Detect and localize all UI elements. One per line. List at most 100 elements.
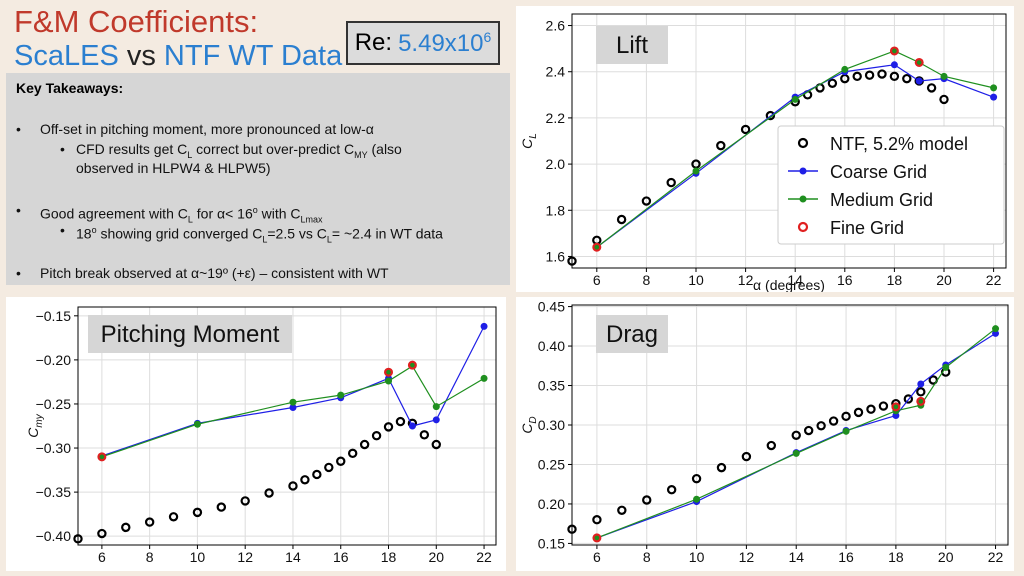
legend-label-coarse-grid: Coarse Grid (830, 162, 927, 182)
fine-grid-point (97, 452, 107, 462)
medium-grid-line (596, 328, 996, 539)
ntf-5-2-model-point (716, 140, 726, 151)
medium-grid-point (480, 374, 488, 382)
x-tick-label: 18 (381, 549, 397, 565)
fine-grid-point (889, 46, 899, 56)
y-tick-label: 0.30 (538, 417, 565, 433)
ntf-label: NTF WT Data (163, 40, 343, 72)
y-axis-label: CL (519, 133, 539, 149)
ntf-5-2-model-point (216, 502, 227, 512)
legend-label-fine-grid: Fine Grid (830, 218, 904, 238)
y-tick-label: 1.6 (546, 248, 566, 264)
ntf-5-2-model-point (666, 177, 676, 188)
y-axis-label: CD (519, 416, 539, 433)
coarse-grid-point (990, 93, 998, 101)
reynolds-number-box: Re: 5.49x106 (346, 21, 500, 65)
ntf-5-2-model-point (567, 524, 577, 534)
medium-grid-line (596, 50, 994, 248)
x-tick-label: 12 (738, 272, 754, 288)
ntf-5-2-model-point (642, 495, 652, 505)
ntf-5-2-model-point (878, 401, 889, 411)
x-tick-label: 20 (428, 549, 444, 565)
y-tick-label: 2.2 (546, 110, 566, 126)
medium-grid-point (942, 363, 950, 371)
y-tick-label: 0.15 (538, 535, 565, 551)
x-tick-label: 22 (476, 549, 492, 565)
y-tick-label: −0.15 (36, 308, 72, 324)
x-tick-label: 14 (285, 549, 301, 565)
ntf-5-2-model-point (97, 528, 107, 539)
x-tick-label: 8 (643, 272, 651, 288)
ntf-5-2-model-point (828, 416, 839, 426)
medium-grid-point (385, 377, 393, 385)
legend-box (777, 125, 1005, 245)
drag-chart: 6 8 10 12 14 16 18 20 22 0.15 0.20 0.25 0.30 0.35 0.40… (519, 299, 1009, 565)
coarse-grid-line (596, 64, 994, 248)
ntf-5-2-model-point (641, 196, 652, 206)
takeaway-3: • Pitch break observed at α~19º (+ε) – co… (16, 265, 389, 281)
ntf-5-2-model-point (240, 496, 250, 506)
medium-grid-point (791, 95, 799, 103)
ntf-5-2-model-point (864, 70, 875, 80)
ntf-5-2-model-point (903, 394, 914, 404)
takeaway-1: • Off-set in pitching moment, more pronou… (16, 121, 374, 137)
fine-grid-point (914, 57, 924, 67)
re-value: 5.49x106 (398, 28, 492, 57)
pitching-moment-chart: 6 8 10 12 14 16 18 20 22 −0.40 −0.35 −0.30 −0.25 −0.2… (25, 306, 497, 565)
medium-grid-point (693, 495, 701, 503)
y-tick-label: 2.6 (546, 18, 566, 34)
x-tick-label: 18 (887, 272, 903, 288)
x-tick-label: 22 (986, 272, 1002, 288)
lift-chart-panel: 6 8 10 12 14 16 18 20 22 1.6 1.8 2.0 2.2 2.4 2.6 Lift CL… (516, 6, 1014, 293)
ntf-5-2-model-point (616, 214, 627, 225)
ntf-5-2-model-point (827, 78, 838, 88)
medium-grid-point (842, 427, 850, 435)
fine-grid-point (592, 242, 602, 252)
ntf-5-2-model-point (803, 425, 814, 436)
vs-label: vs (118, 40, 164, 72)
y-tick-label: 1.8 (546, 202, 566, 218)
x-tick-label: 12 (237, 549, 253, 565)
lift-chart: 6 8 10 12 14 16 18 20 22 1.6 1.8 2.0 2.2 2.4 2.6 Lift CL… (519, 13, 1007, 293)
ntf-5-2-model-point (852, 71, 862, 82)
ntf-5-2-model-point (592, 515, 602, 525)
y-tick-label: −0.35 (36, 484, 72, 500)
ntf-5-2-model-point (617, 505, 627, 515)
x-tick-label: 12 (739, 549, 755, 565)
ntf-5-2-model-point (419, 430, 430, 440)
ntf-5-2-model-point (431, 439, 441, 450)
legend-label-ntf-5-2-model: NTF, 5.2% model (830, 134, 968, 154)
medium-grid-point (940, 72, 948, 80)
ntf-5-2-model-point (192, 507, 203, 518)
ntf-5-2-model-point (877, 69, 887, 79)
y-tick-label: 0.45 (538, 299, 565, 315)
x-tick-label: 6 (593, 549, 601, 565)
x-tick-label: 14 (788, 549, 804, 565)
plot-frame (571, 304, 1009, 546)
ntf-5-2-model-point (359, 439, 370, 450)
chart-title-box (88, 315, 292, 353)
chart-title: Drag (606, 321, 658, 348)
x-tick-label: 14 (787, 272, 803, 288)
coarse-grid-line (596, 332, 996, 539)
ntf-5-2-model-point (791, 430, 801, 440)
x-tick-label: 20 (938, 549, 954, 565)
medium-grid-point (289, 398, 297, 406)
x-tick-label: 10 (688, 272, 704, 288)
medium-grid-point (337, 391, 345, 399)
ntf-5-2-model-point (121, 522, 131, 533)
x-axis-label: α (degrees) (753, 277, 825, 292)
y-tick-label: 0.40 (538, 338, 565, 354)
plot-frame (77, 306, 497, 546)
medium-grid-line (101, 365, 485, 458)
ntf-5-2-model-point (916, 387, 926, 397)
x-tick-label: 16 (838, 549, 854, 565)
fine-grid-point (384, 367, 394, 377)
ntf-5-2-model-point (324, 462, 334, 473)
chart-title-box (596, 315, 668, 353)
y-tick-label: −0.20 (36, 352, 72, 368)
medium-grid-point (792, 449, 800, 457)
chart-title: Pitching Moment (101, 321, 280, 348)
medium-grid-point (193, 420, 201, 428)
x-tick-label: 20 (936, 272, 952, 288)
